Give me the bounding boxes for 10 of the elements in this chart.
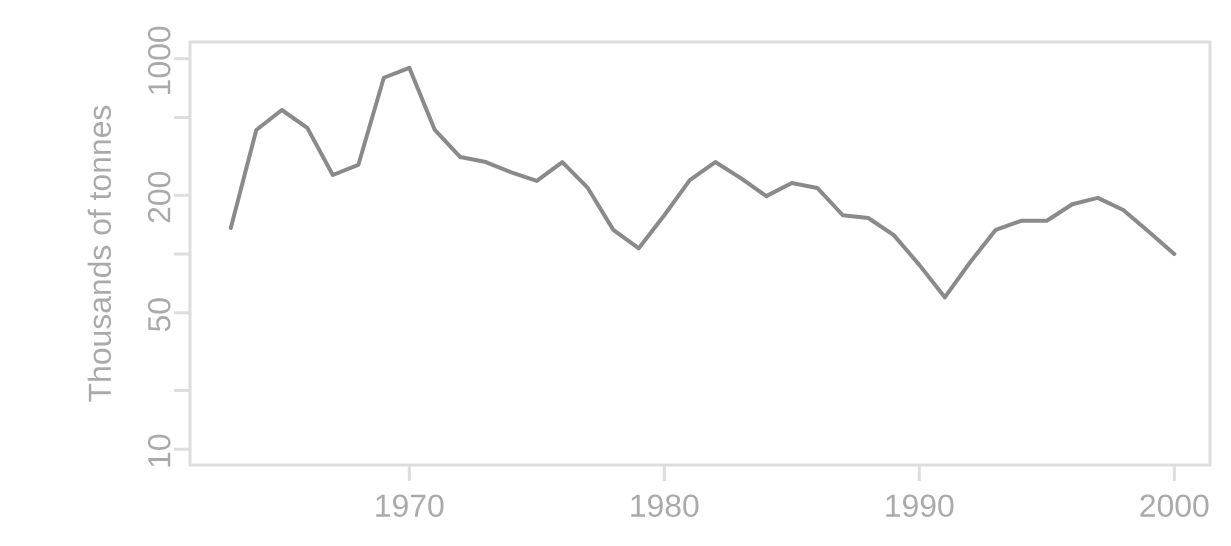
y-tick-label: 50	[147, 298, 171, 332]
x-tick-label: 1980	[631, 494, 699, 517]
y-tick-label: 200	[147, 171, 171, 223]
x-tick-label: 2000	[1140, 494, 1209, 517]
line-series	[228, 65, 1177, 300]
x-tick-label: 1970	[376, 494, 444, 517]
y-axis-title: Thousands of tonnes	[87, 105, 112, 402]
y-tick-label: 1000	[147, 26, 171, 94]
y-tick-label: 10	[147, 434, 171, 467]
x-tick-label: 1990	[886, 494, 954, 517]
